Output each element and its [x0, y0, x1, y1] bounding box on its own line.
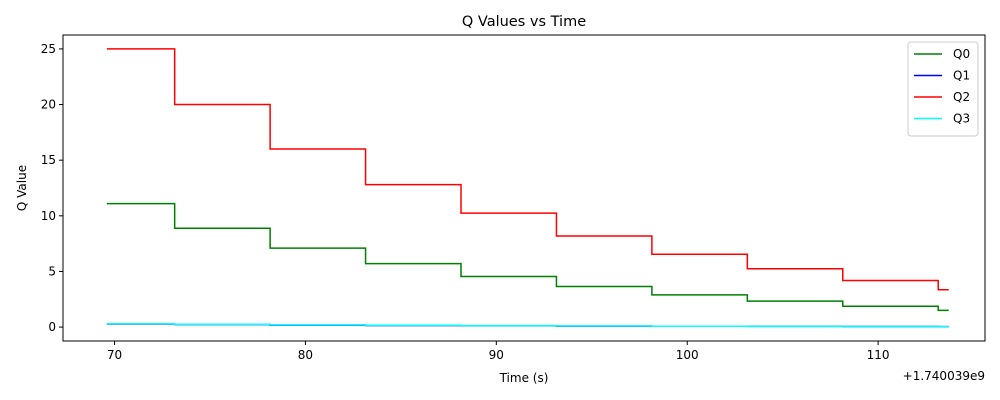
legend-label-q2: Q2 — [953, 90, 970, 104]
x-tick-label: 90 — [489, 348, 504, 362]
y-tick-label: 0 — [48, 320, 56, 334]
x-axis-ticks: 70 80 90 100 110 — [107, 341, 890, 362]
chart-title: Q Values vs Time — [462, 14, 586, 30]
y-tick-label: 10 — [41, 209, 56, 223]
legend-label-q0: Q0 — [953, 47, 970, 61]
x-tick-label: 70 — [107, 348, 122, 362]
legend-box — [907, 41, 979, 137]
x-axis-offset-label: +1.740039e9 — [903, 369, 985, 383]
x-axis-title: Time (s) — [499, 371, 549, 385]
legend-label-q3: Q3 — [953, 112, 970, 126]
series-line-q0 — [106, 202, 949, 312]
y-axis-title: Q Value — [15, 165, 29, 211]
series-line-q2 — [106, 48, 949, 291]
series-layer — [106, 48, 949, 328]
x-tick-label: 80 — [298, 348, 313, 362]
series-line-q3 — [106, 323, 949, 328]
y-tick-label: 25 — [41, 42, 56, 56]
y-tick-label: 20 — [41, 98, 56, 112]
y-tick-label: 5 — [48, 264, 56, 278]
plot-frame — [62, 34, 986, 342]
x-tick-label: 100 — [676, 348, 699, 362]
y-tick-label: 15 — [41, 153, 56, 167]
x-tick-label: 110 — [867, 348, 890, 362]
legend-label-q1: Q1 — [953, 69, 970, 83]
legend: Q0 Q1 Q2 Q3 — [907, 41, 979, 137]
y-axis-ticks: 0 5 10 15 20 25 — [41, 42, 63, 334]
